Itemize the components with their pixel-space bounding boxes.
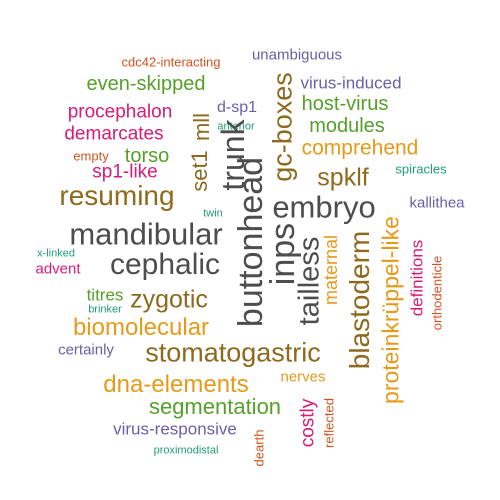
word-x-linked: x-linked [37, 247, 75, 260]
word-buttonhead: buttonhead [232, 156, 270, 328]
word-unambiguous: unambiguous [251, 46, 343, 64]
word-stomatogastric: stomatogastric [145, 337, 321, 368]
word-advent: advent [35, 260, 81, 278]
word-proximodistal: proximodistal [153, 444, 219, 457]
word-sp1-like: sp1-like [92, 161, 158, 183]
word-biomolecular: biomolecular [72, 314, 210, 341]
word-segmentation: segmentation [148, 394, 282, 419]
word-titres: titres [86, 285, 124, 305]
word-spklf: spklf [317, 163, 369, 192]
word-certainly: certainly [58, 341, 114, 359]
word-resuming: resuming [59, 180, 175, 211]
word-virus-responsive: virus-responsive [113, 419, 237, 439]
word-kallithea: kallithea [409, 194, 465, 212]
word-d-sp1: d-sp1 [216, 99, 258, 116]
word-procephalon: procephalon [67, 101, 173, 123]
word-mandibular: mandibular [69, 216, 223, 252]
word-host-virus: host-virus [301, 93, 389, 115]
word-gc-boxes: gc-boxes [267, 72, 298, 182]
word-proteinkruppel-like: proteinkrüppel-like [377, 216, 404, 404]
word-embryo: embryo [272, 189, 376, 225]
word-comprehend: comprehend [301, 136, 419, 160]
word-virus-induced: virus-induced [300, 73, 402, 93]
word-tailless: tailless [293, 236, 326, 326]
word-mll: mll [189, 112, 214, 142]
word-costly: costly [297, 398, 319, 448]
word-definitions: definitions [407, 239, 427, 317]
word-dna-elements: dna-elements [103, 371, 249, 398]
word-cdc42-interacting: cdc42-interacting [121, 54, 221, 70]
word-anterior: anterior [217, 120, 255, 133]
word-torso: torso [124, 145, 170, 167]
word-zygotic: zygotic [130, 285, 208, 314]
word-spiracles: spiracles [395, 161, 447, 177]
word-twin: twin [203, 207, 223, 220]
word-brinker: brinker [88, 303, 122, 316]
word-modules: modules [309, 115, 385, 137]
word-even-skipped: even-skipped [86, 73, 206, 95]
word-set1: set1 [187, 150, 212, 192]
word-demarcates: demarcates [64, 123, 164, 145]
word-blastoderm: blastoderm [344, 230, 375, 370]
word-dearth: dearth [251, 429, 267, 467]
word-empty: empty [73, 148, 109, 164]
word-nerves: nerves [280, 368, 326, 386]
word-cephalic: cephalic [109, 248, 221, 281]
word-orthodenticle: orthodenticle [429, 255, 445, 331]
word-reflected: reflected [321, 398, 337, 448]
